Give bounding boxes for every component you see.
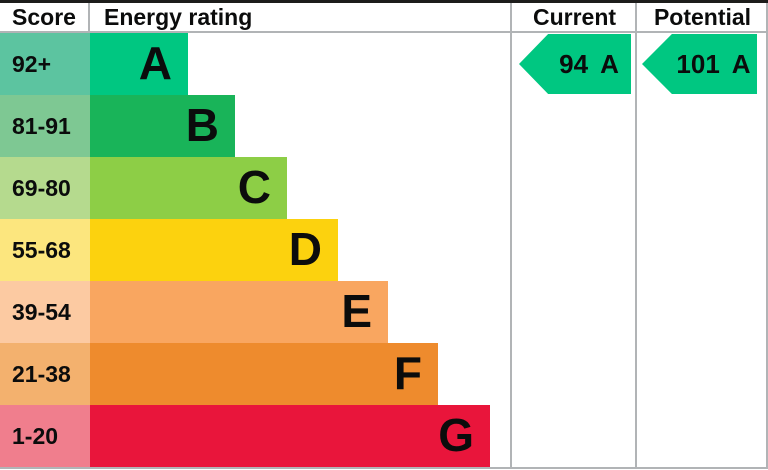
bottom-border-line [0, 467, 768, 469]
band-score-cell: 39-54 [0, 281, 90, 343]
header-divider-line [0, 31, 768, 33]
band-bar: E [90, 281, 388, 343]
band-row: 1-20 G [0, 405, 490, 467]
band-score-cell: 92+ [0, 33, 90, 95]
band-bar: G [90, 405, 490, 467]
band-score-cell: 69-80 [0, 157, 90, 219]
right-border-line [766, 3, 768, 469]
band-row: 92+ A [0, 33, 490, 95]
header-row: Score Energy rating Current Potential [0, 3, 768, 31]
band-score-cell: 55-68 [0, 219, 90, 281]
band-score-cell: 1-20 [0, 405, 90, 467]
column-divider-current [510, 3, 512, 469]
band-row: 55-68 D [0, 219, 490, 281]
band-bar: F [90, 343, 438, 405]
band-row: 39-54 E [0, 281, 490, 343]
header-potential: Potential [653, 4, 752, 30]
bands: 92+ A 81-91 B 69-80 C 55-68 D 39-54 E 21… [0, 33, 490, 467]
band-row: 81-91 B [0, 95, 490, 157]
band-bar: B [90, 95, 235, 157]
top-border [0, 0, 768, 3]
current-rating-band: A [600, 48, 619, 79]
potential-rating-value: 101 [676, 48, 720, 79]
header-energy-rating: Energy rating [104, 4, 253, 30]
current-rating-value: 94 [559, 48, 589, 79]
band-bar: A [90, 33, 188, 95]
current-rating-arrow: 94 A [519, 34, 631, 94]
band-score-cell: 21-38 [0, 343, 90, 405]
band-row: 21-38 F [0, 343, 490, 405]
potential-rating-arrow: 101 A [642, 34, 757, 94]
band-score-cell: 81-91 [0, 95, 90, 157]
header-current: Current [532, 4, 617, 30]
column-divider-potential [635, 3, 637, 469]
band-bar: D [90, 219, 338, 281]
header-score: Score [0, 3, 90, 31]
potential-rating-band: A [731, 48, 751, 79]
band-row: 69-80 C [0, 157, 490, 219]
band-bar: C [90, 157, 287, 219]
